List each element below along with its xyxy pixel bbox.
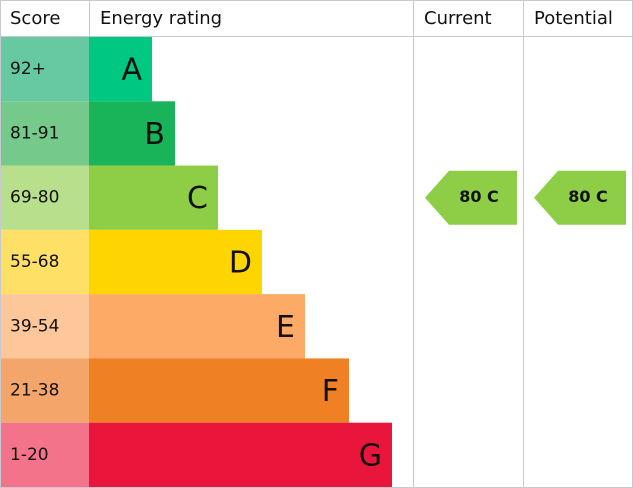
score-cell [1, 294, 89, 359]
score-cell [1, 422, 89, 487]
header-rating: Energy rating [100, 8, 222, 29]
rating-letter: E [276, 310, 295, 345]
score-cell [1, 165, 89, 230]
rating-bar [89, 165, 218, 230]
potential-arrow [534, 170, 626, 225]
rating-letter: F [322, 374, 339, 409]
header-score: Score [10, 8, 60, 29]
rating-bar [89, 422, 392, 487]
rating-bar [89, 37, 152, 102]
current-arrow [425, 170, 517, 225]
score-cell [1, 101, 89, 166]
score-cell [1, 229, 89, 295]
rating-letter: C [187, 181, 208, 216]
rating-bar [89, 229, 262, 295]
header-potential: Potential [534, 8, 613, 29]
rating-letter: B [144, 117, 165, 152]
rating-letter: D [229, 246, 252, 281]
header-current: Current [424, 8, 492, 29]
score-range: 69-80 [10, 188, 59, 208]
rating-bar [89, 101, 175, 166]
score-cell [1, 37, 89, 102]
rating-bar [89, 358, 349, 423]
score-range: 92+ [10, 59, 46, 79]
rating-letter: G [359, 438, 382, 473]
score-range: 81-91 [10, 123, 59, 143]
rating-letter: A [121, 53, 142, 88]
current-rating: 80 C [459, 187, 499, 206]
score-range: 39-54 [10, 316, 59, 336]
potential-rating: 80 C [568, 187, 608, 206]
score-range: 21-38 [10, 381, 59, 401]
score-cell [1, 358, 89, 423]
rating-bar [89, 294, 305, 359]
score-range: 55-68 [10, 252, 59, 272]
score-range: 1-20 [10, 445, 49, 465]
